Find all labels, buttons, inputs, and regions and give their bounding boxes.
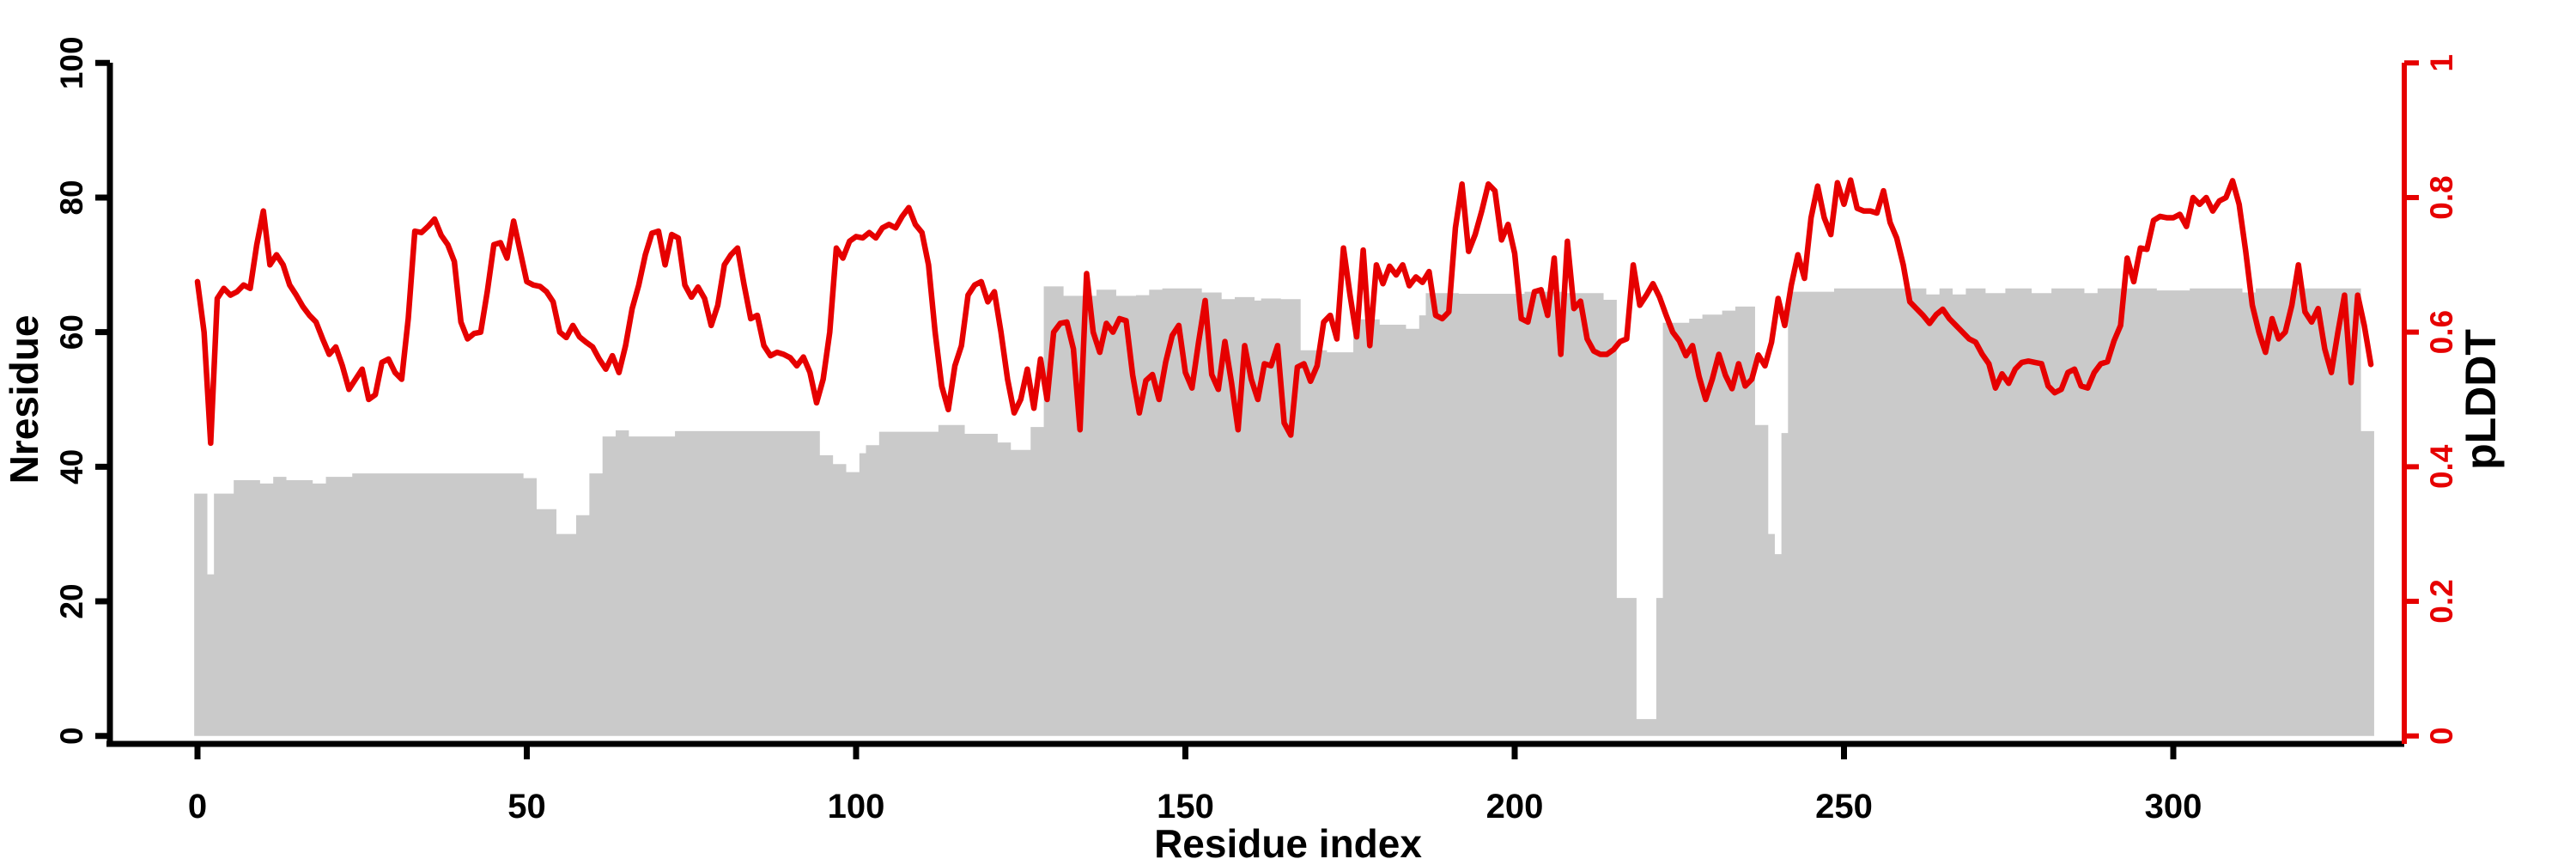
bottom-tick-label: 150 [1157, 788, 1214, 825]
left-axis-tick-labels: 0 20 40 60 80 100 [54, 36, 89, 745]
bottom-tick-label: 200 [1486, 788, 1544, 825]
right-axis-title: pLDDT [2457, 329, 2505, 470]
right-tick-label: 0.2 [2424, 579, 2459, 623]
left-tick-label: 0 [54, 727, 89, 745]
left-tick-label: 60 [54, 314, 89, 350]
right-tick-label: 0 [2424, 727, 2459, 745]
plddt-line-series [194, 177, 2374, 447]
left-tick-label: 100 [54, 36, 89, 89]
right-axis-ticks [2404, 60, 2419, 739]
left-axis-ticks [95, 59, 110, 740]
x-axis-title: Residue index [1154, 821, 1422, 859]
bottom-tick-label: 300 [2145, 788, 2202, 825]
black-axes [106, 63, 2404, 747]
right-tick-label: 0.4 [2424, 444, 2459, 489]
nresidue-area-series [194, 286, 2374, 736]
bottom-tick-label: 0 [188, 788, 207, 825]
bottom-axis-ticks [194, 744, 2177, 759]
bottom-axis-tick-labels: 0 50 100 150 200 250 300 [188, 788, 2202, 825]
right-tick-label: 1 [2424, 54, 2459, 72]
bottom-tick-label: 250 [1815, 788, 1873, 825]
right-tick-label: 0.6 [2424, 310, 2459, 354]
bottom-tick-label: 50 [507, 788, 546, 825]
left-tick-label: 80 [54, 180, 89, 215]
right-tick-label: 0.8 [2424, 175, 2459, 219]
right-axis-tick-labels: 0 0.2 0.4 0.6 0.8 1 [2424, 54, 2459, 745]
left-tick-label: 40 [54, 449, 89, 484]
bottom-tick-label: 100 [828, 788, 885, 825]
left-tick-label: 20 [54, 583, 89, 618]
left-axis-title: Nresidue [2, 315, 46, 484]
